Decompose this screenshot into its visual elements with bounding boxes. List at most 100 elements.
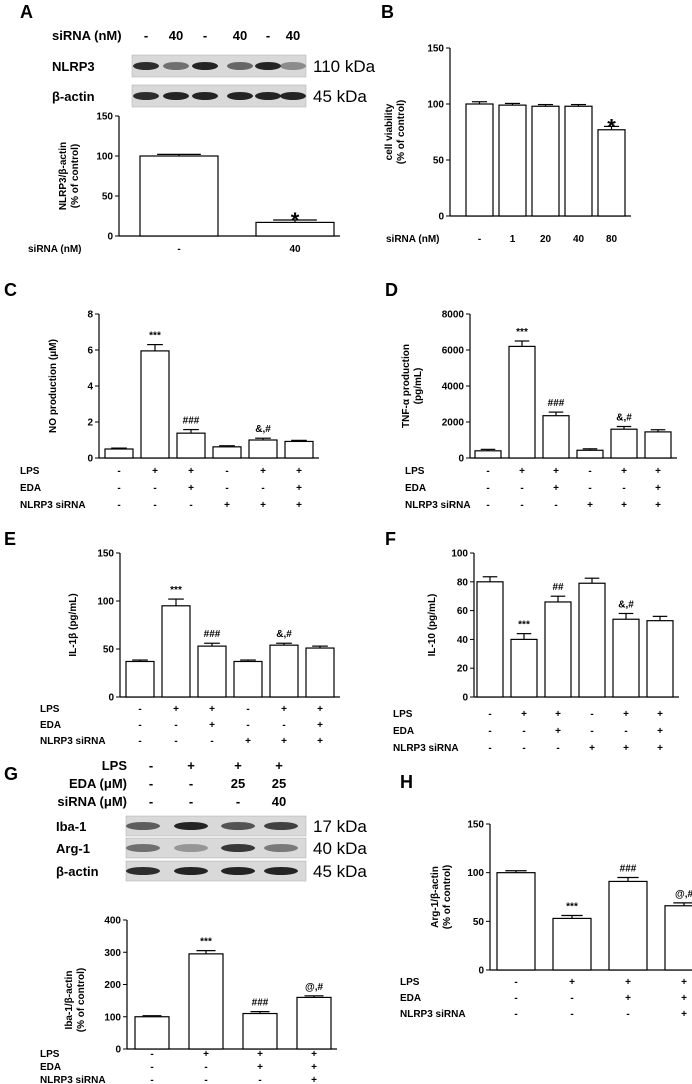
bar-D-4: [610, 428, 638, 459]
y-tick-label-B: 0: [438, 212, 444, 223]
bar-C-5: [284, 440, 314, 459]
y-tick-label-F: 80: [457, 577, 469, 588]
condition-value-C-1: -: [153, 500, 156, 511]
condition-value-F-0: -: [488, 743, 491, 754]
bar-G-1: [188, 953, 224, 1050]
blot-band-G-1-0: [126, 844, 160, 852]
blot-header-value-A-4: -: [266, 28, 270, 43]
y-tick-label-A: 50: [102, 192, 114, 203]
condition-value-C-1: -: [153, 483, 156, 494]
significance-label-D-1: ***: [516, 327, 528, 338]
panel-label-C: C: [4, 280, 17, 300]
condition-value-C-0: -: [117, 483, 120, 494]
condition-value-F-5: +: [657, 743, 663, 754]
bar-D-2: [542, 415, 570, 459]
blot-band-A-0-2: [192, 62, 218, 70]
condition-value-E-1: -: [174, 736, 177, 747]
significance-label-H-2: ###: [620, 864, 637, 875]
bar-H-3: [664, 905, 692, 971]
y-tick-label-B: 50: [433, 156, 445, 167]
y-tick-label-E: 0: [108, 693, 114, 704]
condition-value-A-1: 40: [289, 244, 301, 255]
panel-label-B: B: [381, 2, 394, 22]
y-tick-label-D: 8000: [442, 310, 465, 321]
blot-protein-label-G-1: Arg-1: [56, 841, 90, 856]
y-axis-label-E: IL-1β (pg/mL): [68, 593, 79, 656]
y-tick-label-B: 150: [427, 44, 444, 55]
bar-C-0: [104, 448, 134, 459]
blot-band-G-1-2: [221, 844, 255, 852]
condition-value-E-1: -: [174, 720, 177, 731]
condition-value-D-5: +: [655, 483, 661, 494]
condition-value-B-4: 80: [606, 234, 618, 245]
y-tick-label-G: 300: [104, 948, 121, 959]
significance-label-E-1: ***: [170, 585, 182, 596]
condition-value-H-2: -: [626, 1009, 629, 1020]
condition-value-H-3: +: [681, 977, 687, 988]
condition-row-label-E: LPS: [40, 704, 60, 715]
blot-kda-label-A-1: 45 kDa: [313, 87, 367, 106]
blot-header-value-G-1-2: 25: [231, 776, 245, 791]
blot-protein-label-G-2: β-actin: [56, 864, 99, 879]
condition-value-C-0: -: [117, 500, 120, 511]
blot-band-A-0-0: [133, 62, 159, 70]
y-tick-label-C: 6: [87, 346, 93, 357]
condition-value-C-3: -: [225, 483, 228, 494]
bar-H-2: [608, 880, 648, 971]
blot-band-A-1-5: [280, 92, 306, 100]
condition-value-D-1: -: [520, 483, 523, 494]
panel-label-F: F: [385, 529, 396, 549]
condition-value-F-2: +: [555, 709, 561, 720]
condition-value-G-1: -: [204, 1075, 207, 1084]
condition-row-label-C: NLRP3 siRNA: [20, 500, 86, 511]
blot-header-value-A-0: -: [144, 28, 148, 43]
blot-kda-label-G-0: 17 kDa: [313, 817, 367, 836]
bar-C-4: [248, 439, 278, 459]
blot-band-A-1-1: [163, 92, 189, 100]
condition-value-F-1: -: [522, 726, 525, 737]
condition-value-G-0: -: [150, 1075, 153, 1084]
blot-protein-label-A-0: NLRP3: [52, 59, 95, 74]
condition-value-C-2: +: [188, 483, 194, 494]
y-tick-label-F: 100: [451, 549, 468, 560]
condition-value-C-3: +: [224, 500, 230, 511]
condition-value-D-0: -: [486, 500, 489, 511]
blot-band-A-1-4: [255, 92, 281, 100]
bar-B-3: [564, 105, 593, 217]
condition-row-label-A: siRNA (nM): [28, 244, 82, 255]
significance-label-F-2: ##: [552, 582, 564, 593]
bar-D-0: [474, 450, 502, 459]
blot-band-A-0-5: [280, 62, 306, 70]
condition-value-C-4: -: [261, 483, 264, 494]
bar-B-4: [597, 129, 626, 217]
condition-row-label-F: EDA: [393, 726, 414, 737]
condition-value-G-1: +: [203, 1049, 209, 1060]
condition-row-label-H: LPS: [400, 977, 420, 988]
condition-value-D-3: -: [588, 466, 591, 477]
condition-row-label-F: LPS: [393, 709, 413, 720]
significance-label-H-3: @,#: [675, 889, 692, 900]
condition-value-G-3: +: [311, 1049, 317, 1060]
condition-value-H-2: +: [625, 993, 631, 1004]
condition-value-F-5: +: [657, 709, 663, 720]
significance-label-C-1: ***: [149, 331, 161, 342]
y-tick-label-G: 400: [104, 916, 121, 927]
condition-value-C-1: +: [152, 466, 158, 477]
significance-label-B-4: *: [607, 115, 616, 140]
condition-value-C-5: +: [296, 500, 302, 511]
condition-value-E-5: +: [317, 736, 323, 747]
condition-value-B-1: 1: [510, 234, 516, 245]
bar-G-3: [296, 996, 332, 1050]
condition-row-label-G: LPS: [40, 1049, 60, 1060]
panel-label-A: A: [20, 2, 33, 22]
blot-kda-label-G-2: 45 kDa: [313, 862, 367, 881]
condition-row-label-G: EDA: [40, 1062, 61, 1073]
blot-band-G-0-1: [174, 822, 208, 830]
condition-value-H-3: +: [681, 1009, 687, 1020]
y-tick-label-F: 20: [457, 664, 469, 675]
y-axis-label-D: (pg/mL): [413, 368, 424, 405]
condition-value-E-1: +: [173, 704, 179, 715]
y-tick-label-G: 200: [104, 980, 121, 991]
condition-value-C-5: +: [296, 483, 302, 494]
blot-band-A-0-1: [163, 62, 189, 70]
